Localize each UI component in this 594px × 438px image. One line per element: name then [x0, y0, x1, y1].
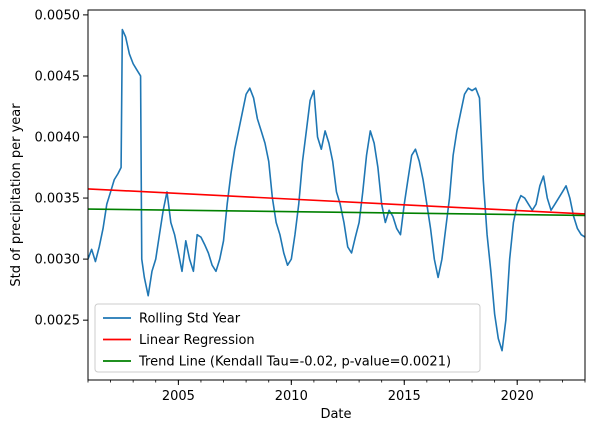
x-tick-label: 2005	[162, 389, 195, 404]
legend-box	[94, 303, 481, 373]
series-line-1	[88, 28, 585, 352]
y-axis: 0.0025 0.0030 0.0035 0.0040 0.0045 0.0050	[35, 8, 88, 329]
x-tick-label: 2020	[501, 389, 534, 404]
x-tick-label: 2010	[275, 389, 308, 404]
y-tick-label: 0.0025	[35, 314, 81, 329]
legend: Rolling Std Year Linear Regression Trend L…	[94, 303, 481, 373]
series-layer	[88, 28, 585, 352]
y-tick-label: 0.0030	[35, 253, 81, 268]
x-axis: 2005 2010 2015 2020	[87, 380, 586, 404]
y-tick-label: 0.0050	[35, 8, 81, 23]
series-line-3	[88, 208, 585, 217]
y-axis-label: Std of precipitation per year	[9, 103, 24, 287]
x-tick-label: 2015	[388, 389, 421, 404]
y-tick-label: 0.0040	[35, 130, 81, 145]
legend-label-1: Rolling Std Year	[139, 312, 241, 327]
x-axis-label: Date	[320, 407, 351, 422]
y-tick-label: 0.0035	[35, 192, 81, 207]
series-line-2	[88, 188, 585, 215]
legend-label-3: Trend Line (Kendall Tau=-0.02, p-value=0…	[138, 355, 451, 370]
y-tick-label: 0.0045	[35, 69, 81, 84]
legend-label-2: Linear Regression	[139, 333, 255, 348]
